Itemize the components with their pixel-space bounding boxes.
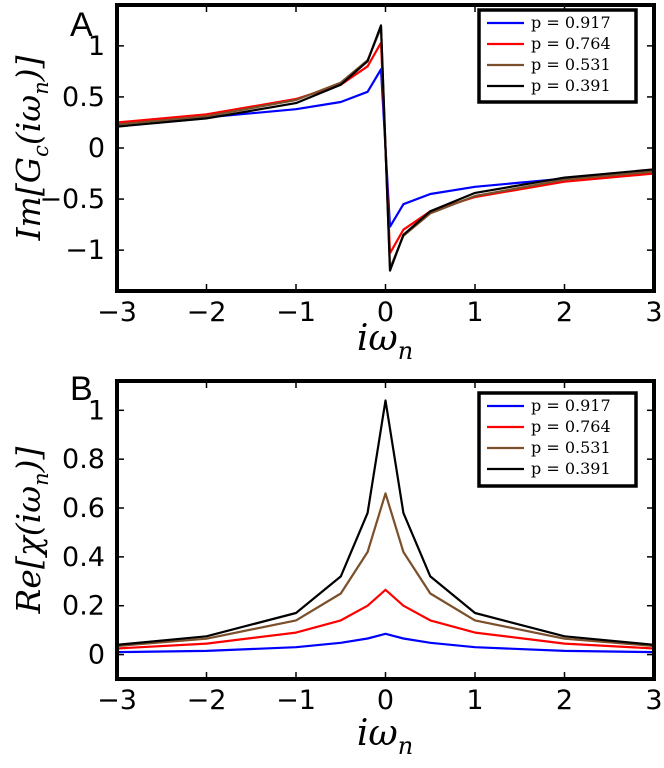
- x-tick-label: 1: [466, 685, 483, 716]
- y-tick-label: 0: [88, 133, 105, 164]
- x-tick-label: 2: [556, 685, 573, 716]
- x-tick-label: 0: [377, 297, 394, 328]
- x-tick-label: 3: [645, 685, 662, 716]
- x-tick-label: −2: [187, 297, 227, 328]
- x-tick-label: 2: [556, 297, 573, 328]
- x-tick-label: −1: [276, 297, 316, 328]
- panel-a-xlabel: iωn: [357, 318, 413, 365]
- series-line-1: [116, 588, 655, 650]
- series-line-2: [116, 492, 655, 648]
- y-tick-label: 0.4: [62, 542, 105, 573]
- x-tick-label: −3: [97, 297, 137, 328]
- panel-b-series: [116, 399, 655, 654]
- series-line-3: [116, 399, 655, 646]
- panel-b-legend: p = 0.917 p = 0.764 p = 0.531 p = 0.391: [477, 391, 638, 488]
- panel-a-ticks: −3 −2 −1 0 1 2 3 −1 −0.5 0 0.5 1: [39, 5, 663, 328]
- y-tick-label: 0.8: [62, 444, 105, 475]
- x-tick-label: 3: [645, 297, 662, 328]
- y-tick-label: −0.5: [39, 184, 105, 215]
- panel-b-label: B: [70, 370, 93, 408]
- panel-a: A −3 −2 −1 0 1 2 3 −1 −0.5 0 0.5 1 p = 0.917 p = 0.7…: [9, 3, 663, 365]
- legend-label-3: p = 0.391: [531, 76, 611, 95]
- y-tick-label: 0.6: [62, 493, 105, 524]
- panel-a-label: A: [70, 6, 93, 44]
- y-tick-label: −1: [65, 235, 105, 266]
- legend-label-2: p = 0.531: [531, 438, 611, 457]
- legend-label-0: p = 0.917: [531, 13, 611, 32]
- panel-a-frame: [115, 3, 656, 293]
- y-tick-label: 0: [88, 640, 105, 671]
- panel-a-ylabel: Im[Gc(iωn)]: [9, 55, 53, 241]
- legend-label-2: p = 0.531: [531, 55, 611, 74]
- y-tick-label: 0.5: [62, 82, 105, 113]
- legend-label-3: p = 0.391: [531, 459, 611, 478]
- panel-a-series: [116, 24, 655, 272]
- y-tick-label: 1: [88, 395, 105, 426]
- panel-b-xlabel: iωn: [357, 713, 413, 760]
- y-tick-label: 0.2: [62, 591, 105, 622]
- panel-b-ylabel: Re[χ(iωn)]: [9, 446, 53, 614]
- x-tick-label: −3: [97, 685, 137, 716]
- legend-label-1: p = 0.764: [531, 417, 611, 436]
- x-tick-label: 0: [377, 685, 394, 716]
- legend-label-0: p = 0.917: [531, 396, 611, 415]
- panel-b-frame: [115, 379, 656, 681]
- legend-label-1: p = 0.764: [531, 34, 611, 53]
- x-tick-label: 1: [466, 297, 483, 328]
- x-tick-label: −1: [276, 685, 316, 716]
- series-line-3: [116, 24, 655, 272]
- panel-b-legend-box: [477, 391, 638, 488]
- y-tick-label: 1: [88, 31, 105, 62]
- panel-b-ticks: −3 −2 −1 0 1 2 3 0 0.2 0.4 0.6 0.8 1: [62, 381, 663, 716]
- x-tick-label: −2: [187, 685, 227, 716]
- panel-a-legend: p = 0.917 p = 0.764 p = 0.531 p = 0.391: [477, 8, 638, 104]
- series-line-0: [116, 632, 655, 654]
